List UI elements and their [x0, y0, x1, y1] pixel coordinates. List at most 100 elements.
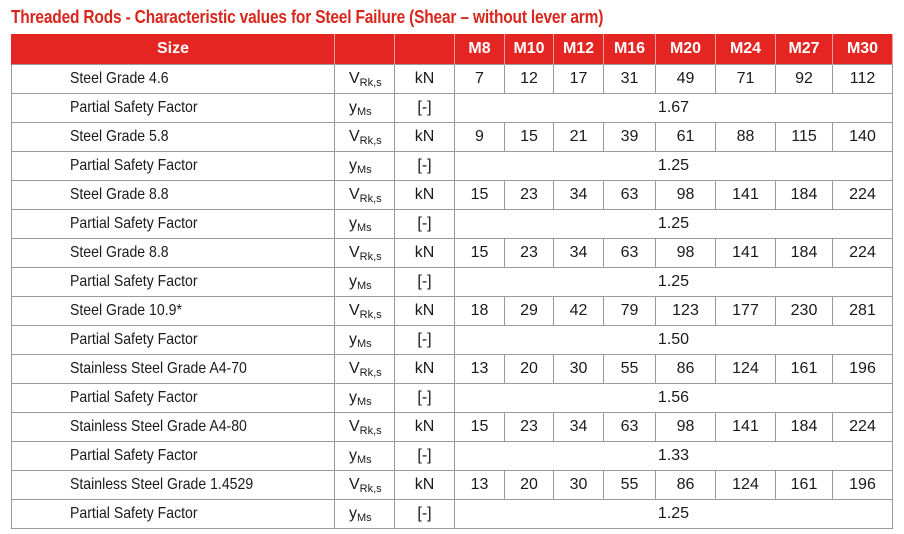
row-label: Partial Safety Factor [11, 267, 335, 297]
value-cell: 224 [832, 180, 893, 210]
symbol-header [334, 34, 395, 65]
value-cell: 20 [504, 354, 554, 384]
row-label-text: Partial Safety Factor [70, 157, 198, 174]
row-unit: [-] [394, 93, 455, 123]
symbol-letter: y [349, 272, 357, 290]
size-col-header: M27 [775, 34, 833, 65]
safety-factor-value: 1.25 [454, 267, 893, 297]
row-unit: [-] [394, 267, 455, 297]
value-cell: 63 [603, 238, 656, 268]
value-cell: 161 [775, 354, 833, 384]
value-cell: 23 [504, 238, 554, 268]
symbol-letter: V [349, 301, 360, 319]
safety-factor-value: 1.50 [454, 325, 893, 355]
value-cell: 15 [454, 238, 505, 268]
row-symbol: VRk,s [334, 122, 395, 152]
safety-factor-value: 1.56 [454, 383, 893, 413]
symbol-letter: V [349, 69, 360, 87]
symbol-subscript: Rk,s [359, 482, 382, 495]
symbol-subscript: Ms [357, 453, 372, 466]
row-label-text: Partial Safety Factor [70, 505, 198, 522]
row-unit: kN [394, 122, 455, 152]
row-symbol: yMs [334, 325, 395, 355]
resistance-row: Steel Grade 4.6 VRk,s kN 7 12 17 31 49 71 92 112 [11, 64, 893, 94]
row-unit: kN [394, 296, 455, 326]
value-cell: 63 [603, 180, 656, 210]
row-label: Stainless Steel Grade 1.4529 [11, 470, 335, 500]
value-cell: 141 [715, 238, 776, 268]
value-cell: 31 [603, 64, 656, 94]
symbol-letter: y [349, 446, 357, 464]
value-cell: 123 [655, 296, 716, 326]
value-cell: 49 [655, 64, 716, 94]
value-cell: 141 [715, 412, 776, 442]
row-label-text: Partial Safety Factor [70, 215, 198, 232]
row-symbol: yMs [334, 93, 395, 123]
row-symbol: yMs [334, 499, 395, 529]
size-col-header: M12 [553, 34, 604, 65]
row-symbol: VRk,s [334, 180, 395, 210]
symbol-subscript: Ms [357, 395, 372, 408]
steel-failure-table: Size M8 M10 M12 M16 M20 M24 M27 M30 Stee… [11, 34, 893, 529]
value-cell: 177 [715, 296, 776, 326]
value-cell: 29 [504, 296, 554, 326]
value-cell: 34 [553, 412, 604, 442]
symbol-subscript: Ms [357, 221, 372, 234]
value-cell: 30 [553, 354, 604, 384]
value-cell: 230 [775, 296, 833, 326]
value-cell: 98 [655, 180, 716, 210]
row-unit: kN [394, 180, 455, 210]
value-cell: 124 [715, 354, 776, 384]
row-label: Partial Safety Factor [11, 441, 335, 471]
value-cell: 55 [603, 354, 656, 384]
size-col-header: M24 [715, 34, 776, 65]
table-header-row: Size M8 M10 M12 M16 M20 M24 M27 M30 [11, 34, 893, 65]
value-cell: 86 [655, 354, 716, 384]
value-cell: 224 [832, 412, 893, 442]
safety-factor-row: Partial Safety Factor yMs [-] 1.25 [11, 267, 893, 297]
value-cell: 98 [655, 238, 716, 268]
row-label: Steel Grade 8.8 [11, 238, 335, 268]
row-unit: [-] [394, 325, 455, 355]
row-symbol: VRk,s [334, 470, 395, 500]
row-label: Steel Grade 5.8 [11, 122, 335, 152]
size-col-header: M30 [832, 34, 893, 65]
row-unit: kN [394, 238, 455, 268]
value-cell: 98 [655, 412, 716, 442]
row-unit: [-] [394, 441, 455, 471]
value-cell: 71 [715, 64, 776, 94]
resistance-row: Steel Grade 8.8 VRk,s kN 15 23 34 63 98 141 184 22… [11, 238, 893, 268]
value-cell: 9 [454, 122, 505, 152]
value-cell: 30 [553, 470, 604, 500]
symbol-subscript: Rk,s [359, 250, 382, 263]
row-label-text: Partial Safety Factor [70, 389, 198, 406]
row-unit: kN [394, 354, 455, 384]
value-cell: 184 [775, 180, 833, 210]
table-body: Steel Grade 4.6 VRk,s kN 7 12 17 31 49 71 92 112 Pa… [11, 64, 893, 529]
symbol-subscript: Ms [357, 105, 372, 118]
value-cell: 161 [775, 470, 833, 500]
row-symbol: yMs [334, 209, 395, 239]
value-cell: 141 [715, 180, 776, 210]
value-cell: 115 [775, 122, 833, 152]
safety-factor-value: 1.33 [454, 441, 893, 471]
row-label-text: Stainless Steel Grade A4-80 [70, 418, 247, 435]
size-col-header: M10 [504, 34, 554, 65]
row-label-text: Steel Grade 4.6 [70, 70, 169, 87]
unit-header [394, 34, 455, 65]
resistance-row: Steel Grade 10.9* VRk,s kN 18 29 42 79 123 177 23… [11, 296, 893, 326]
value-cell: 42 [553, 296, 604, 326]
row-label: Steel Grade 8.8 [11, 180, 335, 210]
value-cell: 63 [603, 412, 656, 442]
row-label-text: Steel Grade 8.8 [70, 186, 169, 203]
symbol-letter: y [349, 98, 357, 116]
value-cell: 34 [553, 238, 604, 268]
safety-factor-value: 1.67 [454, 93, 893, 123]
row-label: Stainless Steel Grade A4-80 [11, 412, 335, 442]
symbol-letter: y [349, 504, 357, 522]
value-cell: 39 [603, 122, 656, 152]
row-unit: [-] [394, 209, 455, 239]
row-label-text: Stainless Steel Grade A4-70 [70, 360, 247, 377]
row-label-text: Partial Safety Factor [70, 99, 198, 116]
value-cell: 281 [832, 296, 893, 326]
